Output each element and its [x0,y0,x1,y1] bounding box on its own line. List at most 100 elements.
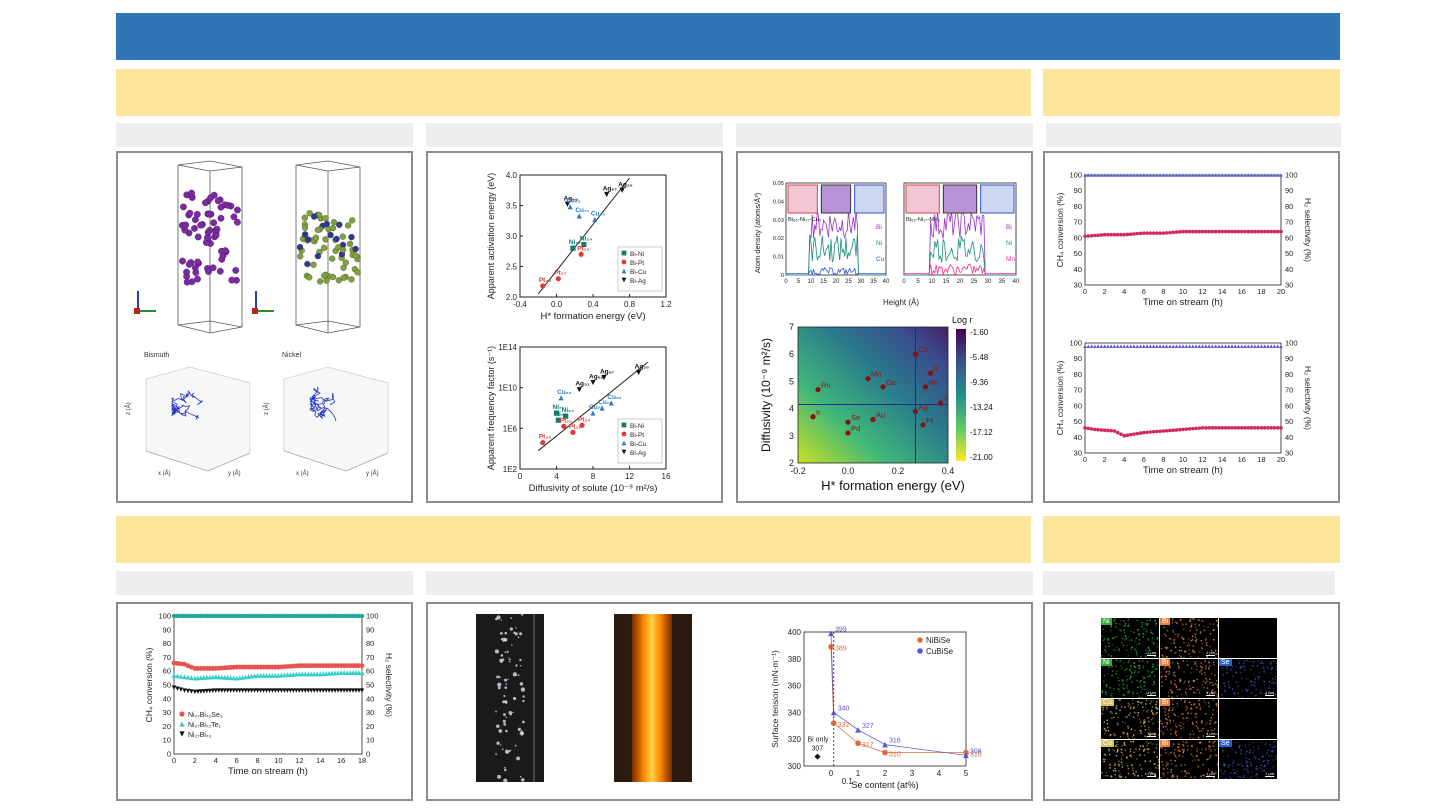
z-axis-label-right: z (Å) [263,402,270,415]
map-pixel [1203,629,1205,632]
point-label: Ag₂₆ [618,181,633,188]
data-point [350,688,356,693]
data-point [1181,173,1185,177]
data-point [255,688,260,693]
density-curve [786,267,886,276]
map-pixel [1209,633,1212,635]
data-point [1269,344,1273,348]
data-point [338,688,344,693]
map-pixel [1168,670,1171,672]
map-pixel [1146,669,1148,671]
bismuth-atom [205,210,213,218]
map-pixel [1104,649,1106,651]
map-pixel [1199,670,1201,673]
map-pixel [1187,663,1189,666]
map-pixel [1196,749,1199,751]
map-pixel [1178,649,1181,652]
data-point [1243,173,1247,177]
data-point [1253,344,1257,348]
map-pixel [1146,744,1148,746]
map-pixel [1148,649,1151,652]
data-point [1099,233,1104,237]
data-point [225,675,231,680]
map-pixel [1141,701,1144,704]
data-point [1115,232,1120,237]
data-point [1161,231,1166,235]
map-pixel [1273,660,1275,662]
map-pixel [1186,717,1188,719]
map-pixel [1134,774,1136,776]
map-pixel [1167,713,1169,715]
eds-map-dots [1160,618,1218,658]
map-pixel [1191,667,1193,669]
bubble [495,710,497,713]
map-pixel [1166,728,1169,731]
map-pixel [1161,760,1163,763]
y2-tick-label: 30 [366,708,374,717]
atom-density-chart: Atom density (atoms/Å³)Height (Å)0 5 10 15 2… [753,181,1020,307]
map-pixel [1263,769,1265,771]
map-pixel [1187,712,1189,715]
subheader-3 [736,123,1033,147]
map-pixel [1170,733,1172,735]
legend-marker [179,711,185,717]
nickel-atom [329,273,337,281]
map-pixel [1176,694,1178,697]
map-pixel [1138,633,1141,635]
map-pixel [1138,680,1141,683]
data-point [329,688,335,693]
eds-map-dots [1160,699,1218,739]
map-pixel [1257,677,1260,680]
x-tick-label: 16 [1238,455,1246,464]
map-pixel [1128,636,1130,638]
map-pixel [1195,691,1197,693]
data-point [1148,231,1153,235]
map-pixel [1180,679,1182,681]
map-pixel [1135,637,1137,639]
reactor-glow-photo [614,614,692,782]
map-pixel [1115,754,1118,756]
data-point [1174,344,1179,348]
map-pixel [1270,750,1273,752]
map-pixel [1235,681,1238,683]
map-pixel [1166,718,1168,721]
snapshot-thumbnail [980,184,1015,214]
map-pixel [1227,755,1229,757]
y-axis-label: CH₄ conversion (%) [144,647,154,722]
map-pixel [1170,759,1172,761]
nickel-atom [306,210,313,217]
map-pixel [1168,672,1170,675]
data-point [1181,229,1185,234]
map-pixel [1198,619,1201,621]
map-pixel [1161,681,1163,683]
data-point [1230,173,1234,177]
value-label: 327 [862,723,874,730]
map-pixel [1150,631,1152,634]
data-point [1269,426,1273,430]
map-pixel [1142,675,1144,678]
map-pixel [1153,652,1156,655]
value-label: 340 [838,705,850,712]
panel-screening: Atom density (atoms/Å³) Height (Å) 0 5 10 15 2… [736,151,1033,503]
data-point [1128,344,1133,348]
screening-charts: Atom density (atoms/Å³)Height (Å)0 5 10 15 2… [753,181,1020,493]
map-pixel [1248,776,1251,779]
bubble [504,686,508,689]
map-pixel [1121,679,1124,682]
map-pixel [1133,671,1136,673]
map-pixel [1162,656,1164,658]
data-point [1109,232,1113,237]
map-pixel [1226,665,1228,667]
density-series-label: Cu [876,256,885,263]
map-pixel [1179,678,1181,680]
data-point [1200,426,1205,430]
heat-y-tick: 6 [789,349,794,359]
map-pixel [1245,688,1247,690]
map-pixel [1210,717,1213,719]
map-pixel [1181,697,1183,698]
x-tick-label: 4 [1122,287,1126,296]
map-pixel [1164,711,1166,713]
map-pixel [1175,765,1177,767]
data-point [1197,426,1202,430]
